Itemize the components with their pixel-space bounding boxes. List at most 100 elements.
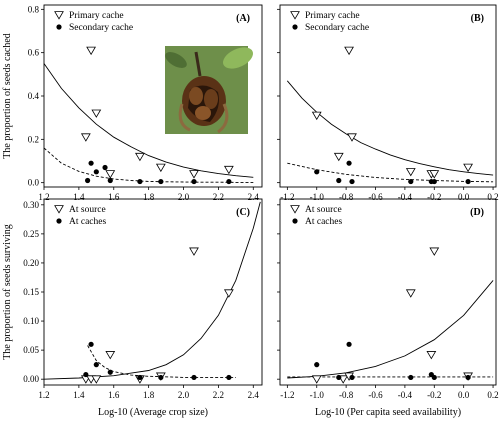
- data-point-circle: [93, 362, 99, 368]
- panel-label: (A): [236, 13, 250, 24]
- data-point-triangle: [86, 46, 96, 56]
- data-point-triangle: [405, 289, 416, 298]
- data-point-circle: [465, 374, 471, 381]
- x-tick-label: 0.2: [487, 390, 498, 400]
- solid-fit-curve: [43, 201, 261, 380]
- x-tick-label: -0.4: [398, 192, 413, 202]
- x-tick-label: 1.6: [108, 390, 120, 400]
- data-point-triangle: [311, 111, 322, 121]
- data-point-circle: [226, 374, 232, 381]
- panel-c: 1.2 1.4 1.6 1.8 2.0 2.2 2.4 0.00 0.05 0.10 0.15 0.2…: [2, 198, 263, 418]
- data-point-circle: [408, 178, 414, 185]
- data-point-circle: [349, 178, 355, 185]
- legend-label: At caches: [69, 217, 106, 227]
- x-tick-label: 0.0: [458, 192, 470, 202]
- panel-b: -1.2 -1.0 -0.8 -0.6 -0.4 -0.2 0.0 0.2 Primary ca…: [277, 4, 499, 202]
- legend-marker-triangle: [54, 11, 64, 20]
- x-tick-label: -0.8: [339, 192, 354, 202]
- y-axis-label: The proportion of seeds cached: [2, 33, 13, 159]
- data-point-circle: [191, 178, 197, 185]
- x-tick-label: 2.0: [178, 390, 190, 400]
- data-point-triangle: [80, 133, 91, 142]
- x-tick-label: 1.2: [38, 390, 49, 400]
- x-tick-label: 1.8: [143, 192, 155, 202]
- x-tick-label: -1.0: [310, 390, 325, 400]
- legend-marker-triangle: [54, 205, 64, 214]
- data-point-circle: [346, 341, 352, 347]
- data-point-circle: [349, 374, 355, 381]
- data-point-triangle: [311, 375, 322, 384]
- data-point-triangle: [223, 165, 234, 175]
- data-point-triangle: [429, 247, 440, 256]
- dashed-fit-curve: [287, 162, 494, 183]
- x-tick-label: -0.8: [339, 390, 354, 400]
- legend-marker-circle: [292, 24, 298, 30]
- y-tick-label: 0.20: [23, 258, 39, 268]
- husk: [178, 103, 191, 132]
- legend-label: Primary cache: [305, 11, 360, 21]
- y-tick-label: 0.0: [28, 178, 40, 188]
- x-axis-label: Log-10 (Per capita seed availability): [315, 407, 461, 418]
- y-tick-label: 0.00: [23, 374, 39, 384]
- legend-marker-triangle: [290, 11, 300, 20]
- x-tick-label: 2.4: [248, 192, 260, 202]
- data-point-triangle: [223, 289, 234, 298]
- y-tick-label: 0.25: [23, 229, 39, 239]
- data-point-triangle: [344, 46, 354, 56]
- data-point-circle: [336, 374, 342, 381]
- x-tick-label: 1.8: [143, 390, 155, 400]
- panel-d: -1.2 -1.0 -0.8 -0.6 -0.4 -0.2 0.0 0.2 At source A…: [277, 198, 499, 418]
- data-point-triangle: [429, 170, 440, 179]
- seed: [195, 106, 211, 120]
- data-point-circle: [83, 371, 89, 378]
- x-tick-label: -0.2: [427, 390, 441, 400]
- data-point-triangle: [91, 375, 102, 384]
- legend-label: Secondary cache: [305, 23, 369, 33]
- legend-label: Primary cache: [69, 11, 124, 21]
- data-point-triangle: [91, 109, 102, 118]
- x-tick-label: 1.4: [73, 390, 85, 400]
- legend-marker-circle: [292, 218, 298, 224]
- y-tick-label: 0.05: [23, 345, 39, 355]
- y-tick-label: 0.30: [23, 200, 39, 210]
- solid-fit-curve: [43, 63, 254, 178]
- x-tick-label: -1.2: [280, 192, 294, 202]
- data-point-circle: [88, 160, 94, 166]
- stem: [194, 51, 202, 77]
- data-point-circle: [336, 177, 342, 184]
- dashed-fit-curve: [87, 345, 236, 378]
- legend-marker-triangle: [290, 205, 300, 214]
- panel-label: (D): [470, 207, 484, 218]
- y-tick-label: 0.2: [28, 134, 39, 144]
- inset-seed-photo: [165, 46, 253, 134]
- y-axis-label: The proportion of seeds surviving: [2, 224, 13, 360]
- data-point-circle: [102, 164, 108, 171]
- x-tick-label: 0.2: [487, 192, 498, 202]
- data-point-circle: [137, 178, 143, 185]
- data-point-circle: [158, 374, 164, 381]
- data-point-circle: [431, 374, 437, 381]
- dashed-fit-curve: [43, 147, 254, 183]
- legend-marker-circle: [56, 24, 62, 30]
- x-axis-label: Log-10 (Average crop size): [98, 407, 208, 418]
- data-point-circle: [93, 169, 99, 175]
- seed: [204, 89, 218, 109]
- y-tick-label: 0.15: [23, 287, 39, 297]
- data-point-triangle: [463, 163, 473, 173]
- data-point-triangle: [105, 351, 116, 360]
- data-point-circle: [88, 341, 94, 347]
- data-point-triangle: [135, 152, 145, 162]
- y-tick-label: 0.6: [28, 48, 40, 58]
- solid-fit-curve: [287, 280, 494, 379]
- data-point-circle: [431, 178, 437, 185]
- data-point-circle: [408, 374, 414, 381]
- x-tick-label: 1.6: [108, 192, 120, 202]
- data-point-triangle: [347, 133, 357, 142]
- y-tick-label: 0.4: [28, 91, 40, 101]
- data-point-circle: [85, 177, 91, 184]
- x-tick-label: -0.6: [368, 192, 383, 202]
- x-tick-label: 2.4: [248, 390, 260, 400]
- legend-label: Secondary cache: [69, 23, 133, 33]
- data-point-triangle: [189, 170, 199, 179]
